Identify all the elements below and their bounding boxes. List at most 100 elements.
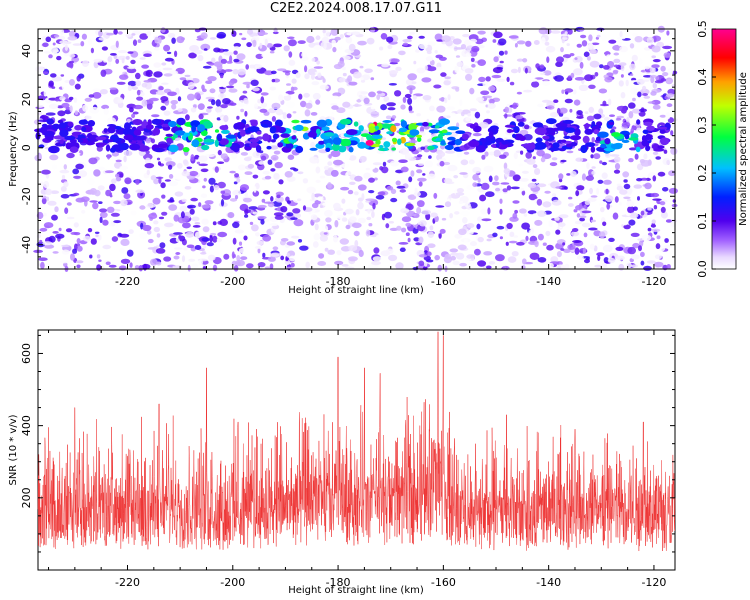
heatmap-cell (483, 251, 493, 256)
heatmap-cell (603, 116, 610, 121)
heatmap-cell (387, 107, 396, 111)
heatmap-cell (620, 74, 624, 78)
heatmap-cell (457, 221, 461, 228)
heatmap-cell (600, 207, 605, 213)
heatmap-cell (652, 104, 661, 110)
heatmap-cell (135, 135, 146, 141)
heatmap-cell (144, 157, 151, 165)
heatmap-cell (589, 187, 593, 195)
heatmap-cell (444, 97, 448, 104)
heatmap-cell (193, 49, 203, 55)
heatmap-cell (81, 33, 87, 40)
heatmap-cell (491, 74, 502, 79)
heatmap-cell (103, 128, 108, 133)
heatmap-cell (436, 105, 446, 113)
heatmap-cell (286, 241, 296, 246)
heatmap-cell (42, 241, 53, 246)
heatmap-cell (379, 166, 384, 171)
heatmap-cell (246, 29, 254, 35)
heatmap-cell (93, 222, 100, 229)
x-tick-label: -220 (115, 275, 140, 288)
heatmap-cell (269, 263, 274, 270)
heatmap-cell (94, 231, 100, 234)
heatmap-cell (581, 40, 588, 47)
heatmap-cell (74, 110, 79, 115)
heatmap-cell (521, 190, 526, 196)
heatmap-cell (405, 232, 410, 236)
heatmap-cell (233, 265, 239, 272)
heatmap-cell (214, 129, 220, 133)
heatmap-cell (550, 30, 561, 34)
heatmap-cell (160, 182, 166, 189)
heatmap-cell (180, 211, 185, 219)
heatmap-cell (312, 92, 321, 100)
heatmap-cell (143, 80, 152, 83)
heatmap-cell (96, 145, 103, 152)
heatmap-cell (622, 171, 630, 178)
heatmap-cell (616, 255, 625, 261)
heatmap-cell (540, 157, 546, 163)
heatmap-cell (507, 256, 517, 263)
heatmap-cell (123, 150, 133, 156)
heatmap-cell (194, 222, 201, 225)
heatmap-cell (355, 209, 360, 216)
heatmap-cell (562, 119, 574, 124)
heatmap-cell (465, 52, 472, 57)
heatmap-cell (478, 76, 486, 83)
heatmap-cell (585, 257, 590, 261)
heatmap-cell (256, 131, 262, 135)
heatmap-cell (590, 146, 596, 153)
heatmap-cell (607, 257, 616, 264)
heatmap-cell (330, 28, 339, 36)
heatmap-cell (254, 103, 258, 110)
heatmap-cell (449, 213, 453, 219)
heatmap-cell (423, 261, 428, 267)
heatmap-cell (185, 231, 195, 238)
heatmap-cell (589, 49, 597, 54)
heatmap-cell (200, 32, 208, 40)
heatmap-cell (584, 123, 589, 131)
heatmap-cell (153, 147, 165, 153)
heatmap-cell (479, 194, 487, 202)
heatmap-cell (636, 78, 645, 85)
colorbar-label: Normalized spectral amplitude (738, 72, 749, 226)
heatmap-cell (471, 64, 476, 68)
heatmap-cell (378, 145, 384, 149)
heatmap-cell (416, 154, 423, 158)
heatmap-cell (576, 110, 583, 116)
heatmap-cell (304, 65, 308, 73)
heatmap-cell (237, 164, 247, 171)
heatmap-cell (43, 180, 50, 189)
heatmap-cell (417, 177, 427, 182)
heatmap-cell (212, 221, 217, 226)
heatmap-cell (572, 240, 582, 243)
heatmap-cell (405, 142, 416, 147)
heatmap-cell (261, 53, 268, 58)
heatmap-cell (630, 73, 634, 76)
heatmap-cell (596, 252, 605, 257)
snr-frame (37, 329, 676, 571)
heatmap-cell (654, 80, 664, 84)
heatmap-cell (447, 94, 451, 101)
heatmap-cell (315, 179, 321, 183)
heatmap-cell (360, 77, 364, 81)
heatmap-cell (445, 181, 455, 185)
heatmap-cell (455, 192, 465, 196)
heatmap-cell (407, 213, 417, 217)
heatmap-cell (515, 115, 524, 120)
heatmap-cell (591, 166, 596, 169)
heatmap-cell (328, 113, 336, 118)
heatmap-cell (618, 201, 622, 206)
heatmap-cell (569, 108, 573, 113)
heatmap-cell (257, 262, 266, 268)
heatmap-cell (120, 199, 128, 207)
heatmap-cell (97, 234, 102, 241)
heatmap-cell (219, 125, 229, 131)
heatmap-cell (168, 180, 179, 187)
heatmap-cell (236, 178, 241, 183)
heatmap-cell (345, 224, 351, 230)
heatmap-cell (583, 232, 588, 238)
heatmap-cell (89, 254, 93, 259)
heatmap-cell (48, 235, 56, 243)
heatmap-cell (651, 64, 660, 68)
